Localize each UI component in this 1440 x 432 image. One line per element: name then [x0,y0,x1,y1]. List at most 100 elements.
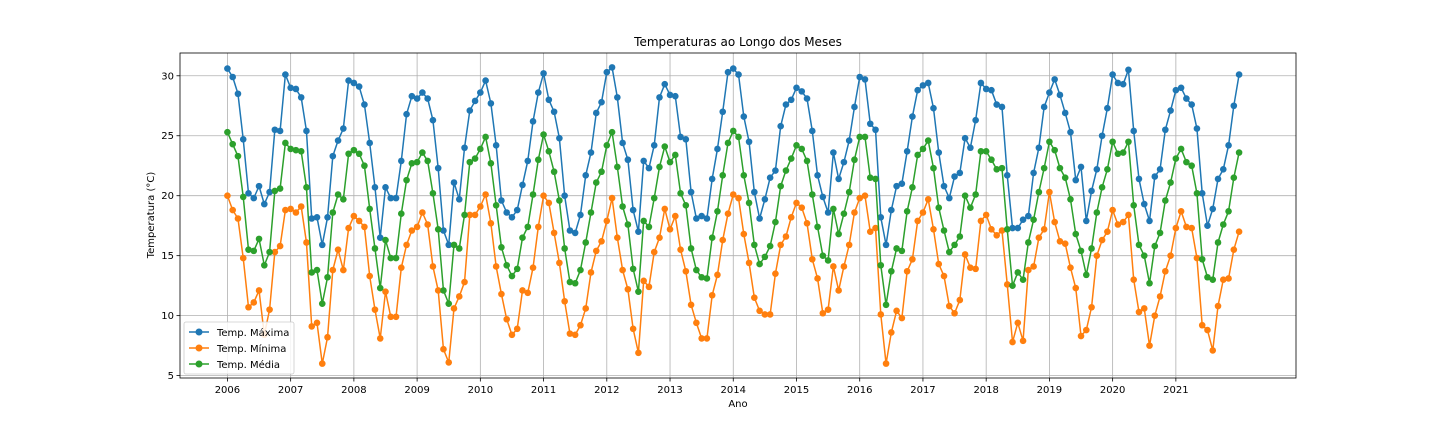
data-point-min [1235,228,1243,235]
data-point-max [893,182,900,190]
y-tick-label: 15 [161,251,174,262]
data-point-max [598,98,605,106]
data-point-avg [271,187,279,195]
data-point-avg [1072,230,1080,238]
legend-box [183,321,295,375]
data-point-min [830,263,837,270]
data-point-min [961,251,969,258]
data-point-min [650,248,658,256]
data-point-avg [334,191,342,198]
plot-frame [179,52,1297,379]
data-point-max [687,188,695,196]
data-point-min [745,259,753,267]
data-point-max [1209,205,1217,213]
data-point-max [982,85,990,93]
data-point-max [1177,84,1185,92]
data-point-min [624,285,632,293]
data-point-min [614,234,621,241]
data-point-min [282,206,289,214]
data-point-avg [371,245,379,252]
x-tick-label: 2006 [215,385,240,396]
x-tick-label: 2010 [468,385,493,396]
data-point-min [1135,308,1143,316]
data-point-max [382,184,389,191]
data-point-avg [587,209,595,216]
data-point-min [772,270,779,277]
data-point-avg [540,131,547,138]
data-point-max [429,116,437,124]
data-point-avg [866,174,874,182]
data-point-max [608,64,616,71]
data-point-avg [945,248,953,256]
data-point-avg [819,252,827,259]
data-point-max [924,79,932,87]
data-point-avg [735,133,742,141]
data-point-max [787,96,795,104]
data-point-min [793,199,800,207]
data-point-min [940,272,948,280]
data-point-min [909,255,916,263]
x-tick-label: 2016 [847,385,872,396]
data-point-max [1193,125,1201,132]
data-point-avg [1009,282,1016,289]
data-point-min [1109,206,1116,214]
data-point-avg [1040,164,1048,172]
data-point-avg [656,163,663,171]
data-point-min [382,288,389,295]
data-point-max [482,77,489,84]
data-point-avg [1051,146,1058,154]
data-point-max [645,164,653,172]
data-point-min [556,259,563,267]
data-point-min [1061,240,1069,247]
data-point-min [714,271,721,279]
data-point-max [808,127,816,135]
data-point-avg [387,254,395,262]
data-point-max [334,137,342,144]
data-point-min [229,206,236,214]
data-point-avg [872,175,879,183]
data-point-min [255,287,263,294]
data-point-max [798,88,806,95]
data-point-avg [513,265,521,273]
data-point-max [529,118,537,125]
data-point-avg [1035,188,1043,196]
data-point-max [1119,80,1127,88]
data-point-avg [893,245,900,252]
data-point-max [513,206,521,214]
data-point-min [993,231,1001,239]
y-tick-label: 25 [161,131,174,142]
data-point-min [1040,225,1048,233]
data-point-max [661,80,669,88]
data-point-max [819,193,827,201]
data-point-avg [1235,149,1243,156]
data-point-avg [345,150,352,158]
data-point-max [434,164,442,172]
x-tick-label: 2021 [1163,385,1188,396]
data-point-min [935,260,943,268]
data-point-min [1014,319,1022,327]
data-point-min [1130,276,1138,283]
data-point-min [1119,218,1127,226]
data-point-min [239,254,247,262]
data-point-min [271,248,279,256]
data-point-avg [1225,208,1232,215]
data-point-max [1156,166,1164,173]
data-point-max [355,83,363,90]
data-point-avg [803,157,811,165]
data-point-avg [624,221,632,228]
data-point-max [1198,190,1206,197]
data-point-min [856,194,864,202]
data-point-min [1077,332,1085,340]
data-point-max [1130,127,1138,135]
data-point-avg [376,284,384,292]
data-point-min [682,267,690,275]
data-point-min [666,225,674,233]
data-point-min [582,305,590,312]
data-point-max [1072,176,1080,184]
data-point-max [656,94,663,101]
data-point-avg [1130,202,1138,209]
data-point-avg [888,267,895,275]
data-point-min [308,323,316,330]
data-point-max [1125,66,1132,74]
data-point-min [329,266,337,274]
